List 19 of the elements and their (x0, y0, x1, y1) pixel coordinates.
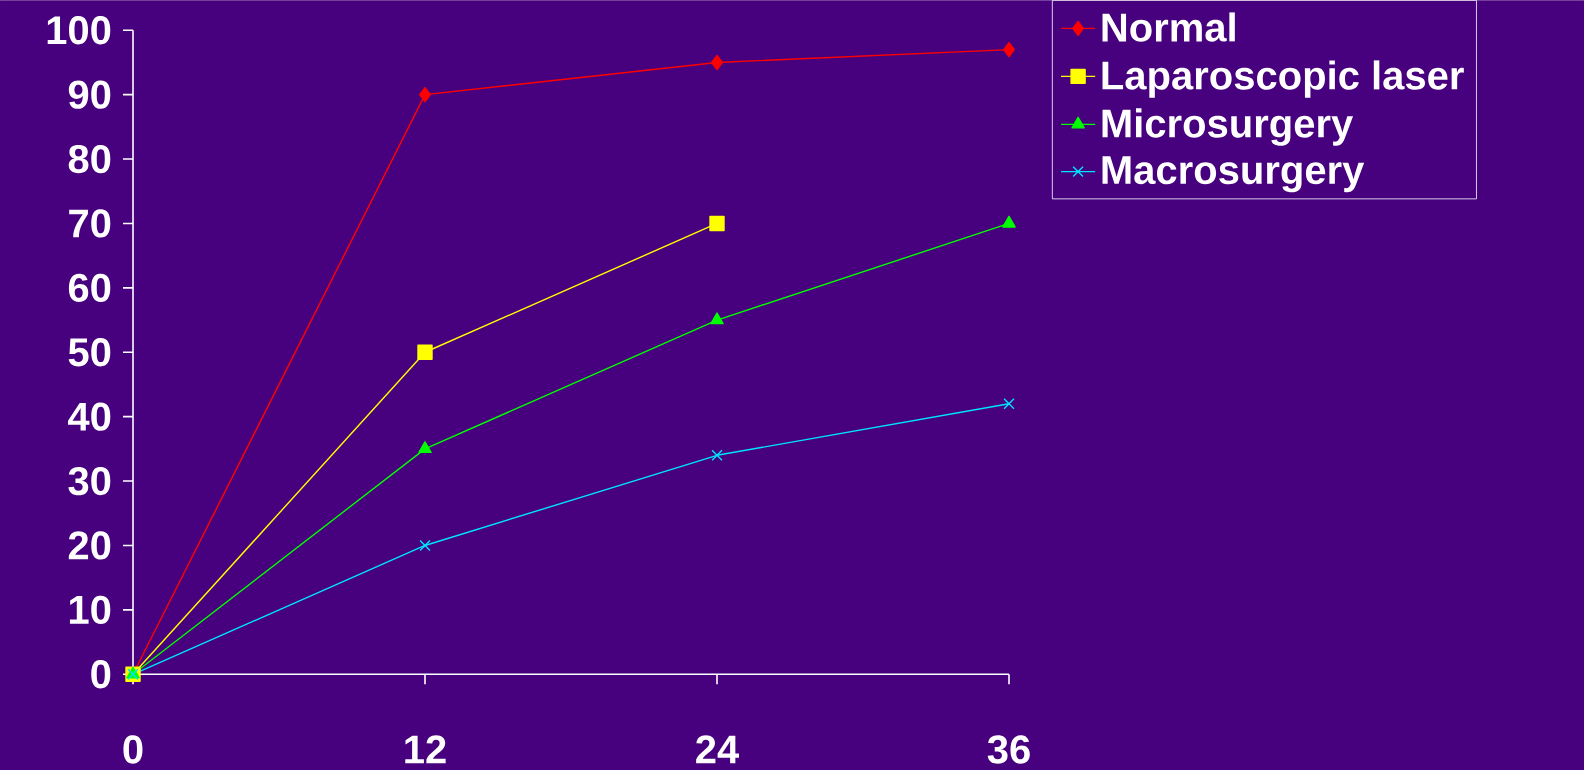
legend-label: Microsurgery (1102, 108, 1354, 146)
y-tick-label: 10 (69, 595, 111, 624)
y-tick-label: 100 (47, 15, 111, 45)
legend-label: Normal (1102, 12, 1235, 42)
y-tick-label: 60 (68, 273, 111, 302)
y-tick-label: 80 (68, 144, 111, 174)
y-tick-label: 30 (68, 466, 111, 496)
legend-label: Macrosurgery (1102, 156, 1365, 193)
y-tick-label: 40 (68, 402, 111, 431)
y-tick-label: 20 (68, 531, 111, 560)
x-tick-label: 24 (696, 735, 740, 764)
legend-label: Laparoscopic laser (1102, 60, 1464, 98)
y-tick-label: 90 (68, 80, 111, 109)
y-tick-label: 70 (69, 209, 111, 238)
x-tick-label: 0 (123, 735, 143, 764)
y-tick-label: 50 (68, 337, 111, 367)
x-tick-label: 36 (987, 735, 1030, 764)
x-tick-label: 12 (405, 735, 446, 764)
y-tick-label: 0 (91, 659, 111, 689)
